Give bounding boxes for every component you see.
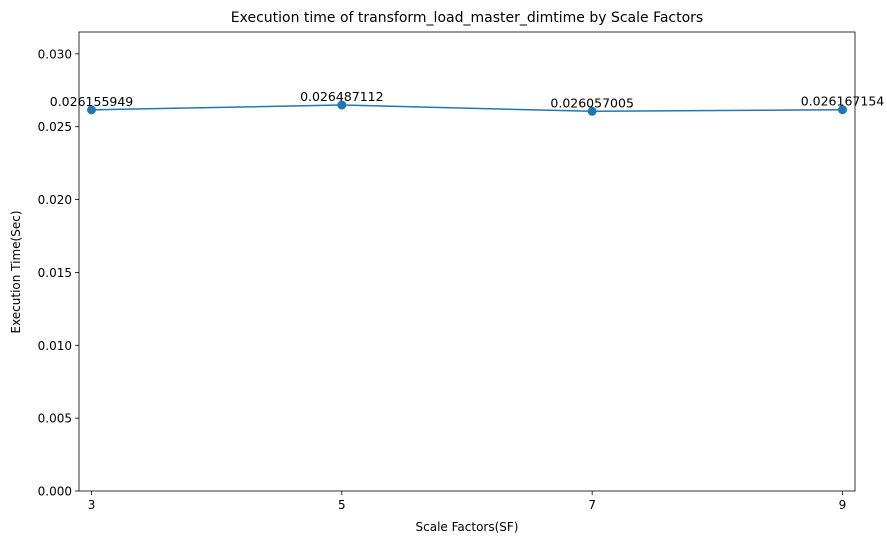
y-axis-label: Execution Time(Sec)	[9, 210, 23, 333]
series-line	[91, 104, 843, 113]
data-point	[837, 105, 847, 115]
x-tick-label: 9	[839, 498, 847, 512]
plot-frame	[78, 31, 856, 492]
chart-title: Execution time of transform_load_master_…	[231, 10, 703, 26]
data-point	[337, 100, 347, 110]
y-tick-label: 0.000	[38, 485, 72, 499]
y-tick-label: 0.030	[38, 47, 72, 61]
x-axis-label: Scale Factors(SF)	[416, 520, 519, 534]
x-tick-label: 3	[88, 498, 96, 512]
data-label: 0.026167154	[801, 94, 885, 109]
data-point	[87, 105, 97, 115]
y-tick-label: 0.010	[38, 339, 72, 353]
y-tick-label: 0.015	[38, 266, 72, 280]
y-tick-label: 0.020	[38, 193, 72, 207]
data-label: 0.026155949	[50, 94, 134, 109]
x-tick-label: 5	[338, 498, 346, 512]
data-label: 0.026487112	[300, 89, 384, 104]
x-tick-label: 7	[588, 498, 596, 512]
data-label: 0.026057005	[550, 95, 634, 110]
y-tick-label: 0.005	[38, 412, 72, 426]
y-tick-label: 0.025	[38, 120, 72, 134]
plot-area: 0.000 0.005 0.010 0.015 0.020 0.025 0.030 3 5 7 9 0…	[38, 31, 885, 512]
data-point	[587, 106, 597, 116]
